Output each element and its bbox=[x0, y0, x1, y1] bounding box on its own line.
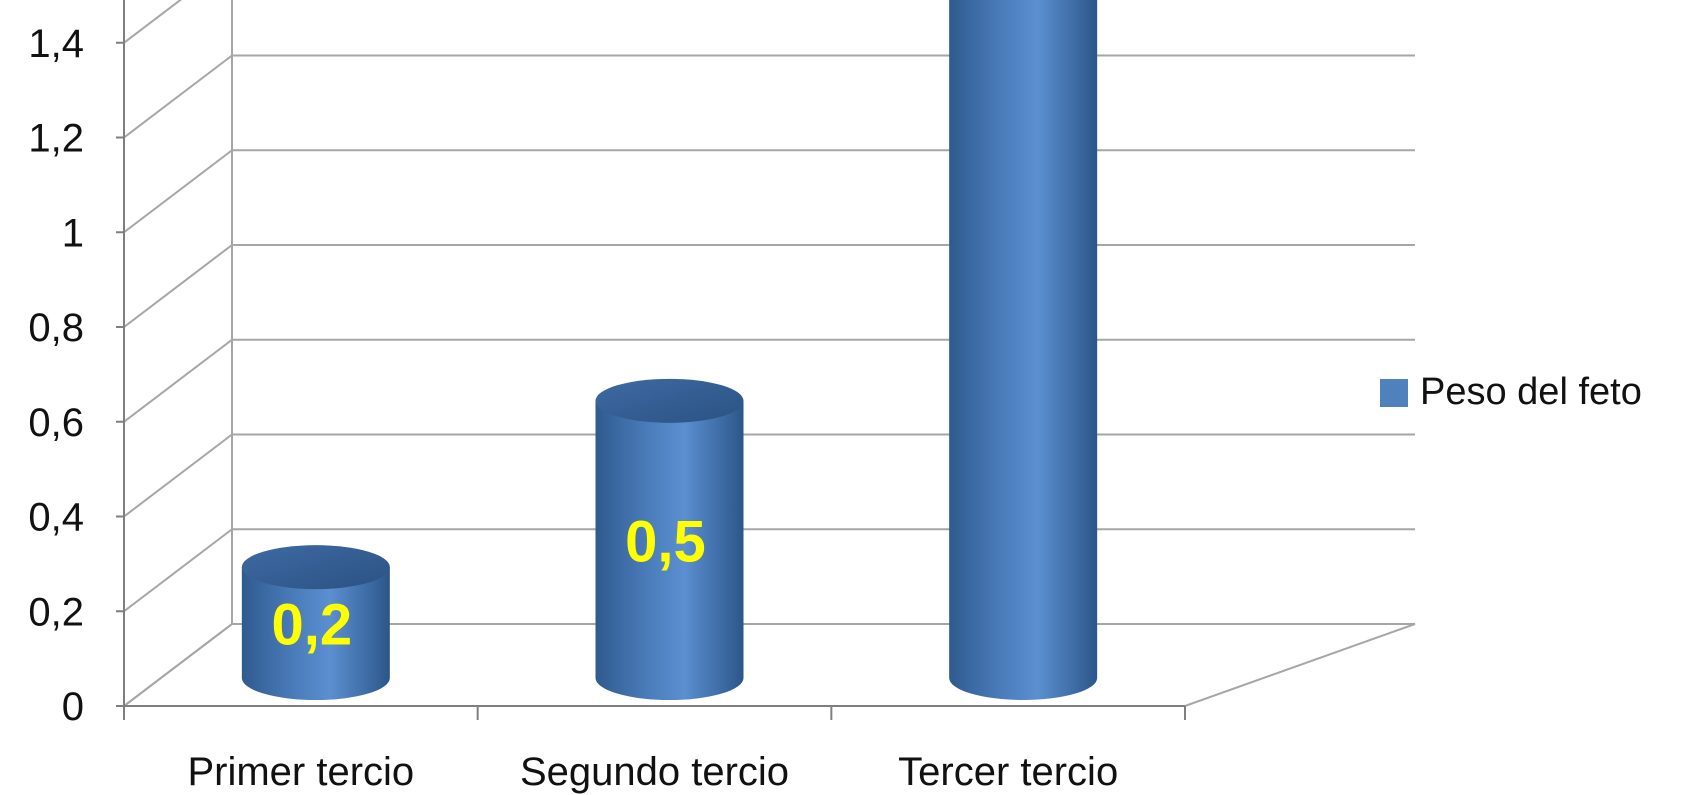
y-tick-label: 0,6 bbox=[28, 401, 84, 445]
x-tick-label: Tercer tercio bbox=[898, 750, 1118, 794]
data-label: 0,5 bbox=[625, 509, 706, 574]
y-tick-label: 1,2 bbox=[28, 117, 84, 161]
bar-body bbox=[241, 567, 390, 700]
y-tick-label: 0,4 bbox=[28, 496, 84, 540]
legend-swatch bbox=[1380, 379, 1408, 407]
y-tick-label: 0,8 bbox=[28, 306, 84, 350]
data-label: 0,2 bbox=[272, 593, 353, 658]
y-tick-label: 1 bbox=[62, 211, 84, 255]
y-tick-label: 0,2 bbox=[28, 590, 84, 634]
side-gridline bbox=[123, 338, 233, 423]
x-tick-label: Primer tercio bbox=[187, 750, 414, 794]
bar bbox=[241, 545, 390, 700]
legend-label: Peso del feto bbox=[1420, 371, 1642, 413]
chart-axes: 00,20,40,60,811,21,41,6Primer tercioSegu… bbox=[28, 0, 1186, 794]
y-tick-label: 0 bbox=[62, 685, 84, 729]
bar-top bbox=[595, 378, 744, 423]
bar-top bbox=[241, 545, 390, 590]
y-tick-label: 1,4 bbox=[28, 22, 84, 66]
bar-body bbox=[949, 0, 1098, 700]
side-gridline bbox=[123, 149, 233, 234]
bar bbox=[949, 0, 1098, 700]
chart-bars bbox=[241, 0, 1098, 700]
side-gridline bbox=[123, 54, 233, 139]
x-tick-label: Segundo tercio bbox=[520, 750, 789, 794]
side-gridline bbox=[123, 433, 233, 518]
bar-body bbox=[595, 400, 744, 700]
side-gridline bbox=[123, 0, 182, 44]
side-gridline bbox=[123, 528, 233, 613]
bar bbox=[595, 378, 744, 700]
chart-legend: Peso del feto bbox=[1380, 371, 1642, 413]
side-gridline bbox=[123, 244, 233, 328]
chart-grid bbox=[121, 0, 1416, 707]
chart-labels: 0,20,51,5 bbox=[272, 509, 706, 658]
